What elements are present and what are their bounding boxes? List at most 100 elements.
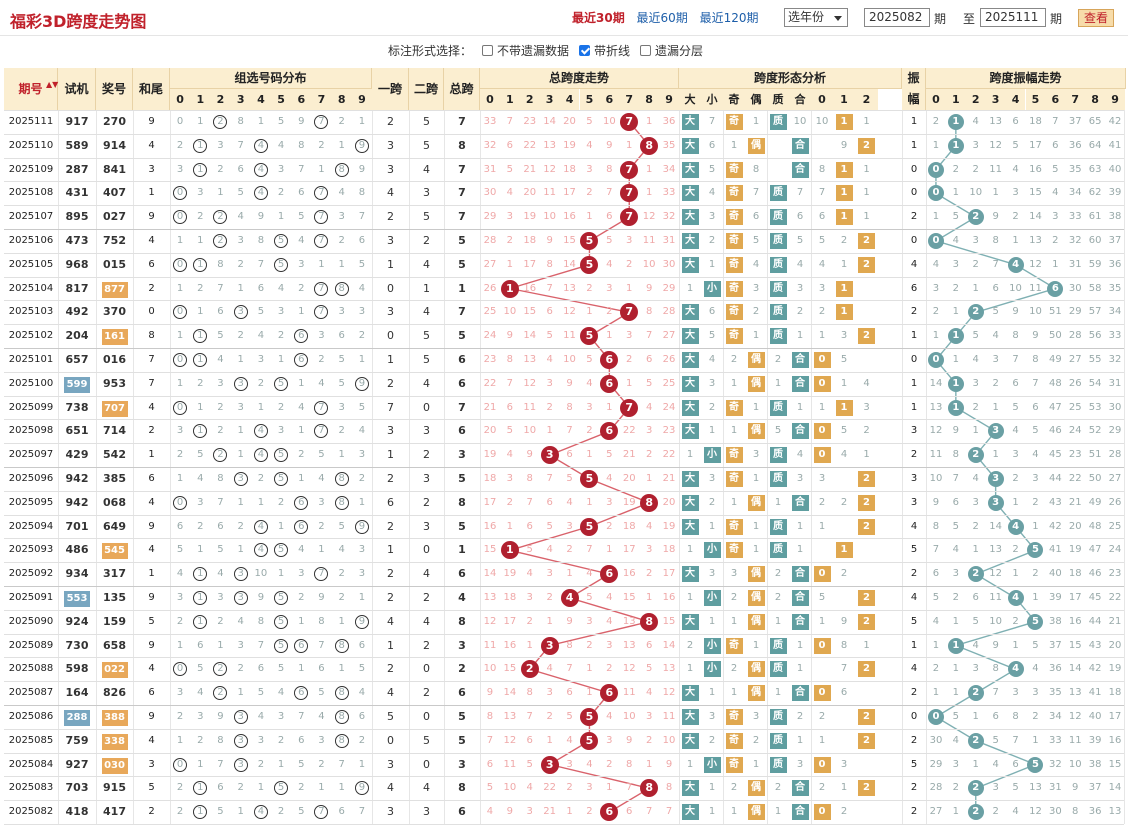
period-cell[interactable]: 2025111: [8, 116, 54, 127]
group-digit-cell: 4: [217, 354, 224, 365]
group-digit-cell: 2: [197, 377, 204, 389]
period-cell[interactable]: 2025092: [8, 568, 54, 580]
period-cell[interactable]: 2025107: [8, 211, 54, 223]
from-period-input[interactable]: 2025082: [864, 8, 930, 27]
query-button[interactable]: 查看: [1078, 9, 1114, 27]
group-digit-cell: 5: [271, 443, 291, 467]
trend-miss-cell: 3: [506, 211, 514, 223]
period-cell[interactable]: 2025090: [8, 615, 54, 627]
header-period[interactable]: 期号: [4, 68, 58, 110]
period-cell[interactable]: 2025101: [8, 354, 54, 365]
period-tab-60[interactable]: 最近60期: [636, 11, 688, 25]
period-cell[interactable]: 2025093: [8, 544, 54, 556]
trend-miss-cell: 14: [563, 258, 576, 270]
sort-icon[interactable]: ▲▼: [46, 80, 59, 89]
trend-miss-cell: 8: [566, 401, 573, 413]
shape-miss-cell: 6: [708, 139, 716, 151]
kua2-cell: 5: [423, 329, 430, 343]
group-digit-cell: 4: [318, 711, 325, 722]
amp-miss-cell: 3: [1012, 687, 1019, 699]
amp-miss-cell: 4: [972, 639, 979, 651]
amp-miss-cell: 2: [1012, 473, 1019, 484]
period-cell[interactable]: 2025103: [8, 306, 54, 318]
amp-miss-cell: 35: [1108, 282, 1122, 294]
shape-miss-cell: 1: [752, 520, 760, 532]
shape-tag: 奇: [725, 732, 743, 749]
shape-tag: 2: [858, 233, 875, 249]
period-cell[interactable]: 2025110: [8, 139, 54, 151]
period-cell[interactable]: 2025085: [8, 734, 54, 746]
shape-tag: 偶: [747, 566, 765, 583]
year-select[interactable]: 选年份: [784, 8, 848, 27]
period-cell[interactable]: 2025102: [8, 330, 54, 342]
trend-miss-cell: 11: [662, 711, 676, 722]
period-cell[interactable]: 2025088: [8, 663, 54, 675]
header-shape-col: 奇: [723, 89, 745, 110]
period-cell[interactable]: 2025087: [8, 687, 54, 699]
amp-miss-cell: 8: [952, 449, 960, 461]
amp-miss-cell: 33: [1048, 734, 1062, 746]
option-checkbox-polyline[interactable]: [579, 45, 591, 56]
period-cell[interactable]: 2025095: [8, 496, 54, 508]
shape-tag: 质: [769, 661, 787, 678]
header-amptrend-digit: 6: [1045, 89, 1066, 110]
period-cell[interactable]: 2025097: [8, 449, 54, 461]
period-cell[interactable]: 2025094: [8, 520, 54, 532]
period-cell[interactable]: 2025089: [8, 639, 54, 651]
group-digit-cell: 8: [332, 729, 352, 753]
shape-tag: 偶: [747, 661, 765, 678]
period-cell[interactable]: 2025099: [8, 401, 54, 413]
header-shape-col: 1: [833, 89, 855, 110]
period-cell[interactable]: 2025084: [8, 758, 54, 770]
period-cell[interactable]: 2025086: [8, 711, 54, 722]
hewei-cell: 1: [148, 568, 155, 580]
amp-cell: 2: [910, 449, 918, 461]
period-tab-120[interactable]: 最近120期: [699, 11, 759, 25]
kua1-cell: 2: [387, 519, 394, 533]
period-cell[interactable]: 2025096: [8, 473, 54, 484]
period-cell[interactable]: 2025100: [8, 377, 54, 389]
shape-miss-cell: 2: [752, 734, 760, 746]
trend-miss-cell: 6: [645, 354, 653, 365]
trend-ball: 7: [620, 303, 639, 322]
period-cell[interactable]: 2025083: [8, 782, 54, 794]
period-cell[interactable]: 2025106: [8, 235, 54, 246]
trend-miss-cell: 16: [523, 282, 537, 294]
group-digit-cell: 1: [176, 639, 184, 651]
trend-miss-cell: 22: [622, 425, 636, 437]
amp-ball: 2: [967, 304, 984, 321]
group-digit-cell: 0: [176, 116, 184, 127]
period-cell[interactable]: 2025082: [8, 806, 54, 818]
trend-miss-cell: 5: [586, 592, 593, 603]
shape-miss-cell: 1: [752, 639, 760, 651]
trend-miss-cell: 2: [606, 663, 613, 675]
trend-miss-cell: 8: [506, 354, 514, 365]
period-cell[interactable]: 2025104: [8, 282, 54, 294]
period-tab-30[interactable]: 最近30期: [572, 11, 625, 25]
trend-miss-cell: 9: [606, 139, 613, 151]
kua1-cell: 4: [387, 781, 394, 795]
shape-miss-cell: 7: [796, 187, 804, 199]
trend-miss-cell: 10: [483, 663, 497, 675]
shape-cell: 偶: [745, 610, 767, 634]
header-amptrend-digit: 2: [965, 89, 986, 110]
period-cell[interactable]: 2025098: [8, 425, 54, 437]
hewei-cell: 4: [148, 544, 155, 556]
period-cell[interactable]: 2025091: [8, 592, 54, 603]
shape-cell: 质: [767, 324, 789, 348]
amp-miss-cell: 60: [1088, 235, 1102, 246]
shape-tag: 2: [858, 613, 875, 630]
group-digit-cell: 6: [291, 324, 311, 348]
group-digit-cell: 4: [298, 544, 305, 556]
shape-tag: 奇: [725, 304, 743, 321]
amp-miss-cell: 4: [1052, 187, 1059, 199]
period-cell[interactable]: 2025109: [8, 163, 54, 175]
to-period-input[interactable]: 2025111: [980, 8, 1046, 27]
period-cell[interactable]: 2025108: [8, 187, 54, 199]
amp-miss-cell: 18: [1068, 568, 1082, 580]
option-checkbox-no-miss[interactable]: [482, 45, 494, 56]
period-cell[interactable]: 2025105: [8, 258, 54, 270]
shape-tag: 大: [681, 566, 699, 583]
shape-cell: 奇: [723, 110, 745, 134]
option-checkbox-layer[interactable]: [640, 45, 652, 56]
